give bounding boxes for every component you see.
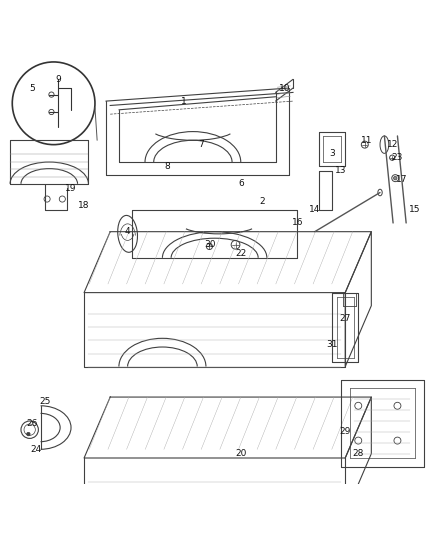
Text: 20: 20 <box>235 449 247 458</box>
Text: 3: 3 <box>329 149 335 158</box>
Text: 14: 14 <box>309 205 321 214</box>
Text: 19: 19 <box>65 184 77 192</box>
Text: 28: 28 <box>353 449 364 458</box>
Text: 8: 8 <box>164 162 170 171</box>
Text: 13: 13 <box>335 166 346 175</box>
Text: 29: 29 <box>339 427 351 437</box>
Text: 2: 2 <box>260 197 265 206</box>
Text: 4: 4 <box>125 227 131 236</box>
Text: 1: 1 <box>181 96 187 106</box>
Circle shape <box>27 432 30 436</box>
Text: 7: 7 <box>199 140 205 149</box>
Text: 22: 22 <box>235 249 247 258</box>
Text: 31: 31 <box>326 341 338 349</box>
Text: 10: 10 <box>279 84 290 93</box>
Text: 18: 18 <box>78 201 90 210</box>
Text: 11: 11 <box>361 136 373 145</box>
Text: 12: 12 <box>387 140 399 149</box>
Text: 15: 15 <box>409 205 420 214</box>
Circle shape <box>393 176 397 180</box>
Text: 17: 17 <box>396 175 407 184</box>
Text: 25: 25 <box>39 397 51 406</box>
Text: 5: 5 <box>29 84 35 93</box>
Text: 24: 24 <box>31 445 42 454</box>
Text: 9: 9 <box>55 75 61 84</box>
Text: 23: 23 <box>392 153 403 162</box>
Text: 16: 16 <box>292 219 303 228</box>
Text: 26: 26 <box>26 419 38 427</box>
Text: 30: 30 <box>205 240 216 249</box>
Text: 27: 27 <box>339 314 351 323</box>
Text: 6: 6 <box>238 179 244 188</box>
